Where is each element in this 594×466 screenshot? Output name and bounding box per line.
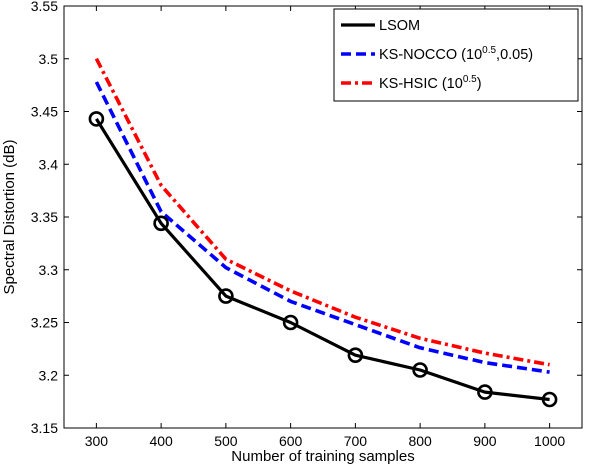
y-tick-label: 3.55 (31, 0, 58, 14)
x-tick-label: 1000 (534, 433, 565, 449)
data-point (541, 391, 558, 408)
y-tick-label: 3.4 (39, 156, 59, 172)
x-tick-label: 300 (85, 433, 109, 449)
x-axis-title: Number of training samples (231, 448, 414, 465)
series-line-0 (95, 118, 550, 402)
x-tick-label: 800 (408, 433, 432, 449)
y-tick-label: 3.35 (31, 209, 58, 225)
x-tick-label: 600 (279, 433, 303, 449)
x-tick-label: 900 (473, 433, 497, 449)
legend-text-sup: 0.5 (463, 74, 477, 85)
legend-entry-0: LSOM (379, 18, 420, 34)
y-tick-label: 3.2 (39, 367, 59, 383)
axes: 300 400 500 600 700 800 900 1000 3.15 3.2 3.25 3.3 3… (31, 0, 583, 449)
x-tick-label: 700 (344, 433, 368, 449)
y-tick-label: 3.25 (31, 315, 58, 331)
y-axis-title: Spectral Distortion (dB) (1, 139, 18, 294)
series-line-1 (94, 81, 550, 374)
data-point (88, 111, 105, 127)
y-tick-label: 3.5 (39, 51, 59, 67)
legend-entry-1: KS-NOCCO (100.5,0.05) (379, 45, 533, 63)
data-point (477, 384, 493, 400)
legend-text-main: LSOM (379, 18, 420, 34)
plot-area (88, 57, 558, 408)
legend-text-main: KS-HSIC (10 (379, 76, 463, 92)
y-tick-label: 3.45 (31, 104, 58, 120)
data-point (347, 347, 364, 364)
legend-text-sup: 0.5 (482, 45, 496, 56)
legend-text-post: ,0.05) (496, 47, 533, 63)
data-point (282, 314, 299, 331)
legend-text-post: ) (477, 76, 482, 92)
data-point (153, 215, 169, 232)
data-point (218, 288, 234, 304)
legend-text-main: KS-NOCCO (10 (379, 47, 482, 63)
x-tick-label: 400 (149, 433, 173, 449)
x-tick-label: 500 (214, 433, 238, 449)
legend-entry-2: KS-HSIC (100.5) (379, 74, 482, 92)
y-tick-label: 3.15 (31, 420, 58, 436)
series-line-2 (94, 57, 550, 367)
data-point (412, 362, 428, 378)
y-tick-label: 3.3 (39, 262, 59, 278)
